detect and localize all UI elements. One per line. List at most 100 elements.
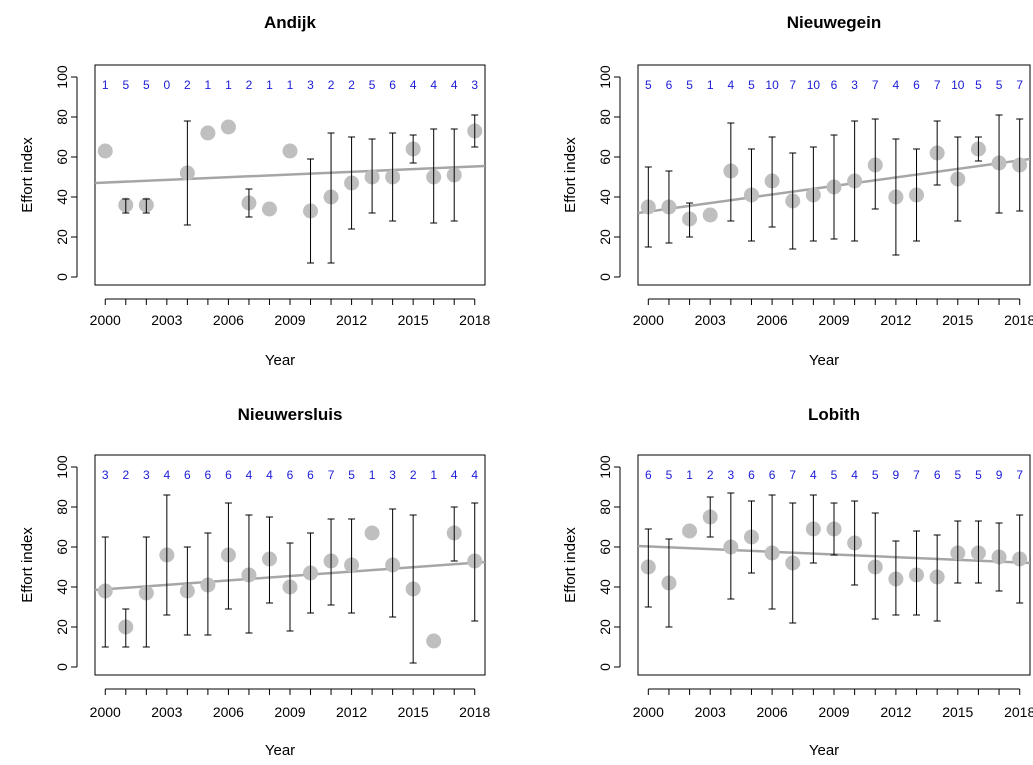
error-bar	[768, 494, 776, 610]
sample-size-label: 5	[996, 78, 1003, 92]
sample-size-label: 1	[266, 78, 273, 92]
error-bar	[450, 128, 458, 222]
sample-size-label: 1	[369, 468, 376, 482]
data-point	[220, 119, 236, 135]
sample-size-label: 5	[954, 468, 961, 482]
sample-size-label: 2	[707, 468, 714, 482]
data-point	[200, 125, 216, 141]
y-tick-label: 80	[597, 109, 613, 125]
sample-size-label: 5	[686, 78, 693, 92]
sample-size-label: 5	[975, 78, 982, 92]
error-bar	[913, 148, 921, 242]
plot-frame	[94, 64, 486, 286]
sample-size-label: 6	[389, 78, 396, 92]
x-tick-label: 2000	[90, 704, 121, 720]
data-point	[282, 143, 298, 159]
x-tick-label: 2006	[213, 704, 244, 720]
sample-size-label: 6	[184, 468, 191, 482]
error-bar	[409, 514, 417, 664]
x-tick-label: 2015	[942, 312, 973, 328]
sample-size-label: 5	[748, 78, 755, 92]
error-bar	[727, 492, 735, 600]
data-point	[97, 143, 113, 159]
x-tick-label: 2006	[757, 704, 788, 720]
error-bar	[665, 170, 673, 244]
sample-size-label: 6	[831, 78, 838, 92]
trend-line	[94, 164, 486, 185]
error-bar	[224, 502, 232, 610]
sample-size-label: 4	[810, 468, 817, 482]
y-tick-label: 0	[54, 273, 70, 281]
sample-size-label: 9	[893, 468, 900, 482]
sample-size-label: 9	[996, 468, 1003, 482]
sample-size-label: 3	[143, 468, 150, 482]
sample-size-label: 4	[851, 468, 858, 482]
sample-size-label: 4	[430, 78, 437, 92]
error-bar	[471, 114, 479, 148]
error-bar	[830, 502, 838, 556]
y-axis-label: Effort index	[562, 137, 579, 213]
sample-size-label: 5	[975, 468, 982, 482]
y-tick-label: 80	[597, 499, 613, 515]
sample-size-label: 10	[765, 78, 779, 92]
plot-frame	[94, 454, 486, 676]
sample-size-label: 6	[225, 468, 232, 482]
y-tick-label: 60	[54, 539, 70, 555]
data-point	[682, 523, 698, 539]
sample-size-label: 4	[266, 468, 273, 482]
sample-size-label: 7	[789, 78, 796, 92]
error-bar	[768, 136, 776, 228]
sample-size-label: 2	[184, 78, 191, 92]
x-tick-label: 2000	[633, 704, 664, 720]
data-point	[364, 525, 380, 541]
sample-size-label: 3	[851, 78, 858, 92]
y-tick-label: 0	[597, 273, 613, 281]
sample-size-label: 6	[307, 468, 314, 482]
error-bar	[747, 500, 755, 574]
error-bar	[789, 502, 797, 624]
sample-size-label: 5	[645, 78, 652, 92]
sample-size-label: 6	[913, 78, 920, 92]
error-bar	[348, 136, 356, 230]
sample-size-label: 7	[1016, 78, 1023, 92]
y-axis-label: Effort index	[562, 527, 579, 603]
error-bar	[265, 516, 273, 604]
error-bar	[327, 518, 335, 606]
x-tick-label: 2003	[151, 704, 182, 720]
y-tick-label: 20	[597, 619, 613, 635]
sample-size-label: 6	[748, 468, 755, 482]
panel-lobith: Lobith 0 20 40 60 80 100 Effort index 2000 2003 20…	[562, 405, 1033, 759]
panel-nieuwegein: Nieuwegein 0 20 40 60 80 100 Effort index 2000 20…	[562, 13, 1033, 369]
data-point	[702, 207, 718, 223]
x-tick-label: 2009	[818, 312, 849, 328]
sample-size-label: 2	[246, 78, 253, 92]
y-tick-label: 40	[54, 579, 70, 595]
error-bar	[830, 134, 838, 240]
x-tick-label: 2009	[818, 704, 849, 720]
sample-size-label: 6	[934, 468, 941, 482]
sample-size-label: 7	[934, 78, 941, 92]
error-bar	[142, 198, 150, 214]
x-axis-label: Year	[265, 742, 295, 759]
error-bar	[974, 520, 982, 584]
data-point	[426, 633, 442, 649]
error-bar	[892, 540, 900, 616]
error-bar	[163, 494, 171, 616]
panel-title: Nieuwegein	[787, 13, 881, 32]
sample-size-label: 5	[666, 468, 673, 482]
y-tick-label: 100	[54, 455, 70, 479]
y-tick-label: 0	[597, 663, 613, 671]
error-bar	[871, 512, 879, 620]
sample-size-label: 3	[102, 468, 109, 482]
error-bar	[1016, 118, 1024, 212]
error-bar	[851, 500, 859, 586]
x-tick-label: 2015	[398, 704, 429, 720]
error-bar	[809, 494, 817, 564]
y-tick-label: 20	[54, 229, 70, 245]
sample-size-label: 7	[1016, 468, 1023, 482]
sample-size-label: 7	[789, 468, 796, 482]
y-tick-label: 20	[54, 619, 70, 635]
sample-size-label: 7	[913, 468, 920, 482]
panel-title: Lobith	[808, 405, 860, 424]
